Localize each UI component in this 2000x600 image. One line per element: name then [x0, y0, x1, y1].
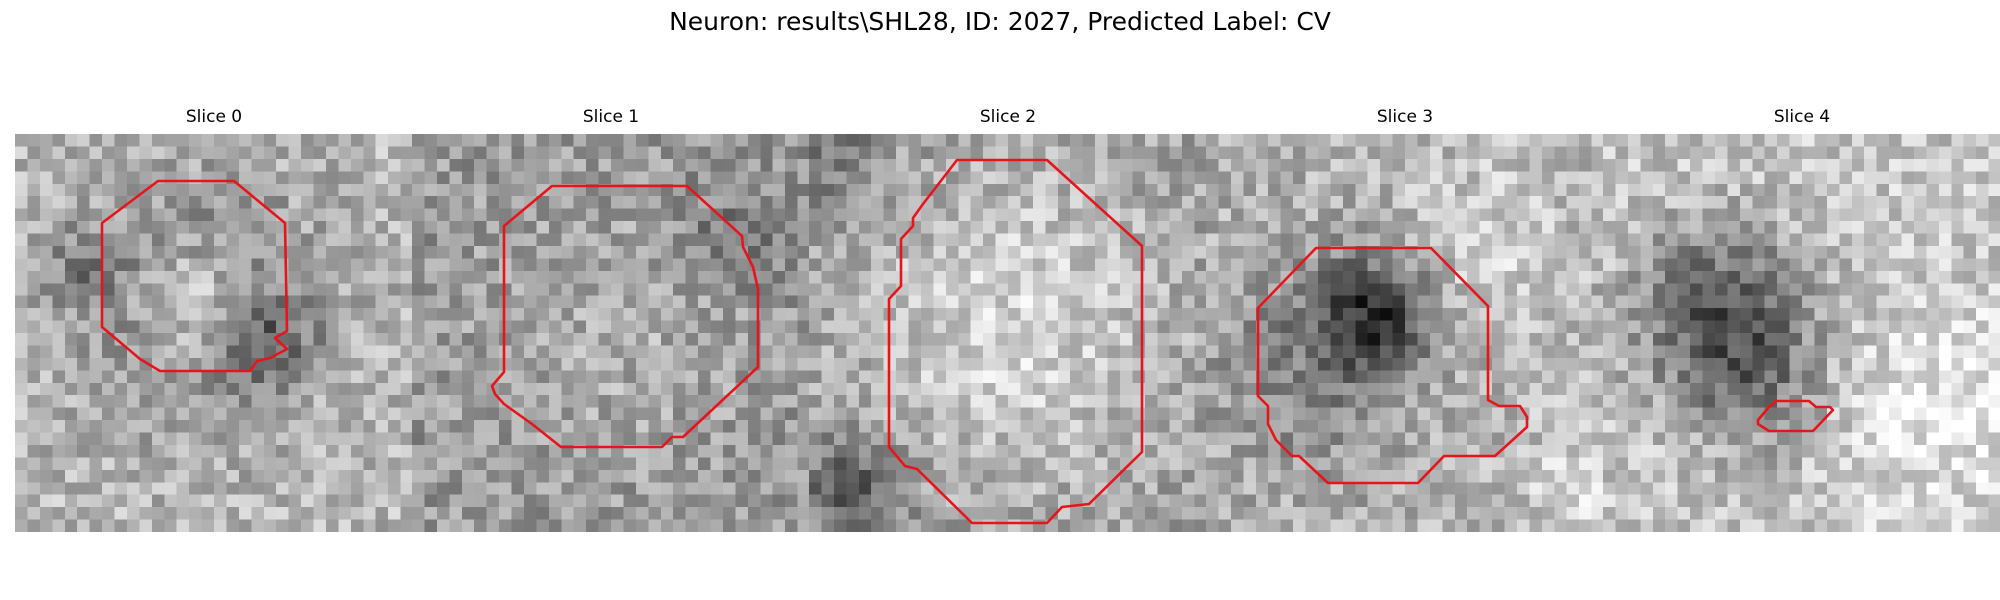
slice-image-4: [1603, 134, 2000, 532]
slice-title-3: Slice 3: [1376, 107, 1434, 127]
grayscale-image: [15, 134, 413, 532]
slice-panel-4: Slice 4: [1603, 107, 2000, 547]
slice-image-2: [809, 134, 1207, 532]
slice-image-0: [15, 134, 413, 532]
slice-title-2: Slice 2: [979, 107, 1037, 127]
segmentation-contour: [100, 179, 289, 373]
segmentation-contour: [887, 158, 1144, 525]
grayscale-image: [1206, 134, 1604, 532]
figure-title: Neuron: results\SHL28, ID: 2027, Predict…: [669, 7, 1331, 36]
slice-panel-2: Slice 2: [809, 107, 1207, 547]
slice-title-1: Slice 1: [582, 107, 640, 127]
segmentation-contour: [1756, 399, 1835, 433]
contour-line: [887, 158, 1144, 525]
slice-title-0: Slice 0: [185, 107, 243, 127]
slice-panel-3: Slice 3: [1206, 107, 1604, 547]
grayscale-image: [412, 134, 810, 532]
slice-image-1: [412, 134, 810, 532]
slice-image-3: [1206, 134, 1604, 532]
segmentation-contour: [490, 184, 760, 449]
segmentation-contour: [1256, 246, 1529, 485]
grayscale-image: [809, 134, 1207, 532]
contour-line: [1256, 246, 1529, 485]
contour-line: [490, 184, 760, 449]
slice-panel-0: Slice 0: [15, 107, 413, 547]
slice-panel-1: Slice 1: [412, 107, 810, 547]
contour-line: [100, 179, 289, 373]
contour-line: [1756, 399, 1835, 433]
grayscale-image: [1603, 134, 2000, 532]
slice-title-4: Slice 4: [1773, 107, 1831, 127]
